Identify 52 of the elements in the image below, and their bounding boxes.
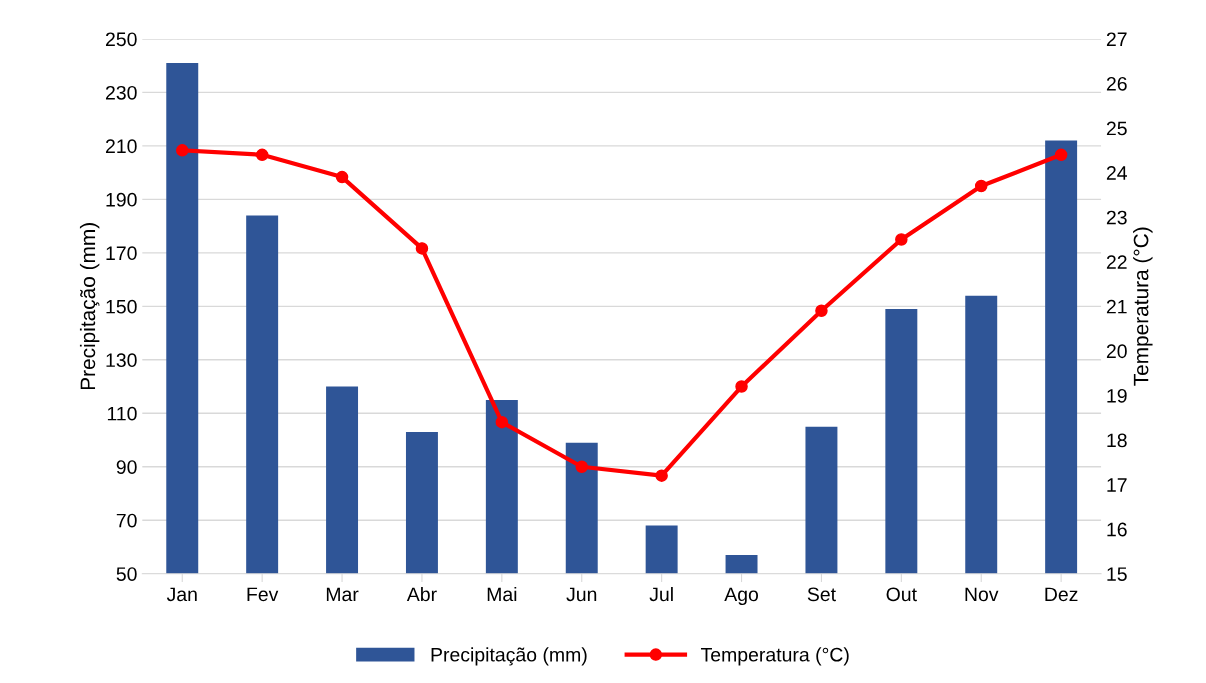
y2-tick-label: 17 <box>1107 478 1127 492</box>
y-tick-label: 130 <box>106 353 137 368</box>
y-tick-label: 70 <box>116 513 137 528</box>
legend-label: Temperatura (°C) <box>700 647 849 666</box>
point <box>176 144 189 157</box>
y-tick-label: 230 <box>105 85 137 100</box>
y-tick-label: 190 <box>106 192 137 207</box>
x-tick-label: Dez <box>1045 587 1078 602</box>
y-tick-label: 250 <box>105 32 137 47</box>
point <box>974 179 988 193</box>
y2-tick-label: 16 <box>1107 522 1127 537</box>
point <box>495 415 509 429</box>
y2-tick-label: 22 <box>1106 255 1127 269</box>
x-tick-label: Abr <box>406 586 437 602</box>
point <box>415 242 429 255</box>
y-tick-label: 170 <box>106 246 137 261</box>
y2-tick-label: 25 <box>1106 121 1127 136</box>
point <box>655 469 668 482</box>
y2-tick-label: 15 <box>1107 567 1127 581</box>
y2-tick-label: 24 <box>1106 166 1127 180</box>
y-tick-label: 150 <box>106 299 137 314</box>
x-tick-label: Jun <box>566 587 597 602</box>
y2-tick-label: 19 <box>1107 388 1127 403</box>
point <box>815 304 828 318</box>
y-tick-label: 110 <box>107 406 137 421</box>
x-tick-label: Jan <box>166 587 197 602</box>
y-axis-title: Precipitação (mm) <box>79 223 100 390</box>
x-tick-label: Nov <box>965 587 999 602</box>
y-tick-label: 210 <box>105 139 137 154</box>
y2-tick-label: 20 <box>1106 344 1127 359</box>
x-tick-label: Out <box>886 587 917 602</box>
y2-tick-label: 18 <box>1107 433 1127 448</box>
x-tick-label: Mai <box>487 586 517 602</box>
y2-axis-title: Temperatura (°C) <box>1133 227 1153 386</box>
point <box>335 170 349 184</box>
x-tick-label: Jul <box>649 586 673 602</box>
y2-tick-label: 23 <box>1106 210 1127 225</box>
point <box>255 148 269 162</box>
x-tick-label: Set <box>807 587 836 602</box>
y2-tick-label: 27 <box>1106 32 1127 46</box>
point <box>1054 148 1068 162</box>
point <box>895 233 908 246</box>
legend-label: Precipitação (mm) <box>431 647 587 666</box>
y-tick-label: 50 <box>116 567 137 581</box>
x-tick-label: Mar <box>326 587 359 602</box>
y2-tick-label: 21 <box>1106 299 1127 314</box>
point <box>575 460 588 474</box>
x-tick-label: Fev <box>247 587 279 602</box>
y2-tick-label: 26 <box>1106 76 1127 91</box>
y-tick-label: 90 <box>116 460 137 474</box>
x-tick-label: Ago <box>724 587 759 606</box>
point <box>735 380 748 393</box>
